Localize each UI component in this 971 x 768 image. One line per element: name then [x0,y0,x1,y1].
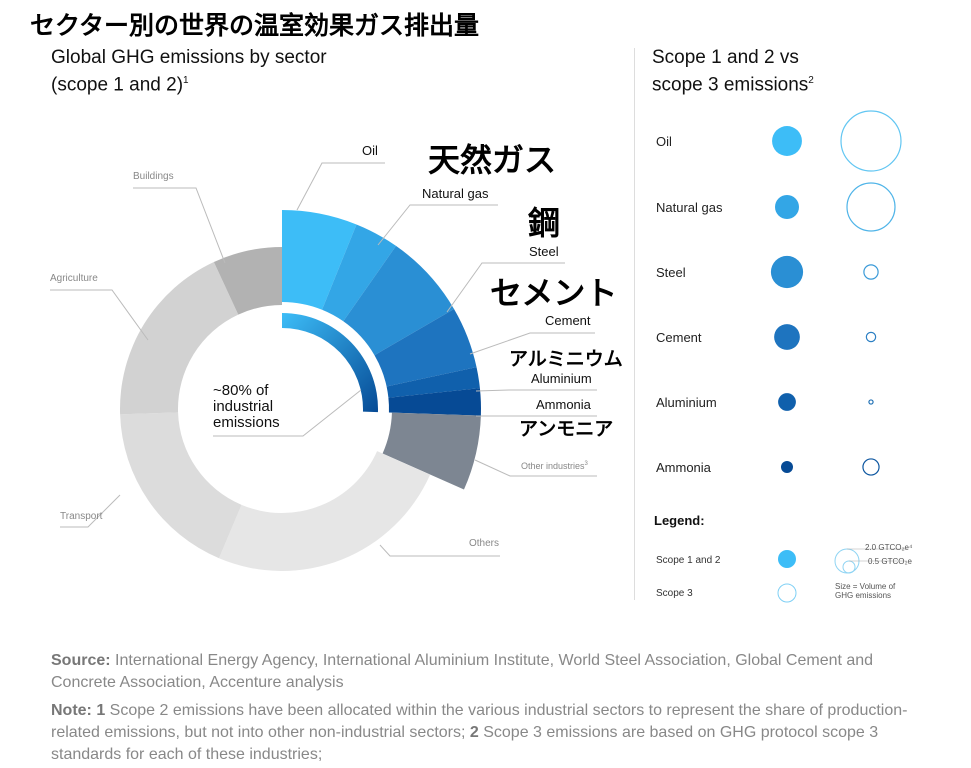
bubble-chart [770,110,902,476]
source-note: Source: International Energy Agency, Int… [51,650,931,694]
donut-segment-transport [120,412,242,559]
footnote-ref: 1 [183,75,189,86]
label-text: Other industries [521,461,585,471]
jp-label-aluminium: アルミニウム [509,348,623,370]
scope3-bubble-natural-gas [846,182,896,232]
donut-segment-aluminium [386,367,480,398]
donut-segment-ammonia [388,388,481,416]
page-title: セクター別の世界の温室効果ガス排出量 [30,11,480,40]
label-oil: Oil [362,143,378,158]
size-note-line1: Size = Volume of [835,582,896,591]
label-buildings: Buildings [133,171,174,182]
label-aluminium: Aluminium [531,371,592,386]
donut-heading-line2: (scope 1 and 2) [51,74,184,96]
center-line3: emissions [213,414,280,431]
scope12-bubble-oil [772,126,802,156]
legend-title: Legend: [654,513,705,528]
legend-small-value: 0.5 GTCO₂e [868,557,913,566]
row-label-steel: Steel [656,265,686,280]
label-ammonia: Ammonia [536,397,591,412]
scope-heading-line1: Scope 1 and 2 vs [652,47,799,68]
jp-label-steel: 鋼 [528,204,561,242]
scope-heading-line2: scope 3 emissions [652,74,809,96]
footnote-ref: 3 [584,461,588,467]
scope12-bubble-aluminium [778,393,796,411]
jp-label-natural-gas: 天然ガス [428,141,557,179]
scope12-bubble-steel [770,255,804,289]
leader-lines [50,162,597,557]
donut-segment-cement [374,308,477,387]
donut-segment-others [219,451,431,571]
note-label: Note: [51,702,92,719]
donut-segment-oil [282,210,357,310]
row-label-cement: Cement [656,330,702,345]
scope12-bubble-cement [774,324,800,350]
note-2-num: 2 [465,724,479,741]
scope-heading: Scope 1 and 2 vs scope 3 emissions2 [652,46,814,96]
label-natural-gas: Natural gas [422,186,489,201]
scope12-bubble-natural-gas [775,195,799,219]
label-agriculture: Agriculture [50,273,98,284]
row-label-natural-gas: Natural gas [656,200,723,215]
donut-segment-steel [343,245,455,356]
row-label-ammonia: Ammonia [656,460,711,475]
scope3-bubble-steel [863,264,879,280]
jp-label-cement: セメント [490,274,618,312]
donut-segment-buildings [213,247,282,315]
scope3-bubble-aluminium [868,399,874,405]
label-transport: Transport [60,511,103,522]
source-text: International Energy Agency, Internation… [51,652,874,691]
source-label: Source: [51,652,111,669]
donut-heading-line1: Global GHG emissions by sector [51,47,327,68]
legend-scope3-dot [777,583,797,603]
size-note-line2: GHG emissions [835,591,892,600]
label-steel: Steel [529,244,559,259]
row-label-aluminium: Aluminium [656,395,717,410]
donut-heading: Global GHG emissions by sector (scope 1 … [51,46,327,96]
legend-scope12-dot [778,550,796,568]
legend-symbols [777,548,907,603]
jp-label-ammonia: アンモニア [519,418,614,440]
legend-scope3-label: Scope 3 [656,588,693,599]
donut-segment-other-industries [382,412,481,490]
note-1-text: Scope 2 emissions have been allocated wi… [51,702,908,741]
note-1-num: 1 [91,702,106,719]
label-cement: Cement [545,313,591,328]
donut-segment-natural-gas [322,224,397,322]
row-label-oil: Oil [656,134,672,149]
legend-size-note: Size = Volume of GHG emissions [835,582,895,600]
donut-chart [50,162,597,571]
scope3-bubble-oil [840,110,902,172]
industrial-share-arc [282,313,378,413]
footnote-ref: 2 [808,75,814,86]
label-others: Others [469,538,500,549]
center-line2: industrial [213,398,274,415]
center-text: ~80% of industrial emissions [213,383,280,431]
legend-size-small [842,560,856,574]
legend-big-value: 2.0 GTCO₂e⁴ [865,543,913,552]
scope3-bubble-cement [865,331,877,343]
label-other-industries: Other industries3 [521,461,588,471]
donut-segment-agriculture [120,262,239,415]
center-line1: ~80% of [213,382,269,399]
scope3-bubble-ammonia [862,458,880,476]
legend-scope12-label: Scope 1 and 2 [656,555,721,566]
divider [634,48,635,600]
note-2-text: Scope 3 emissions are based on GHG proto… [51,724,879,763]
footnotes: Note: 1 Scope 2 emissions have been allo… [51,700,931,766]
scope12-bubble-ammonia [781,461,793,473]
